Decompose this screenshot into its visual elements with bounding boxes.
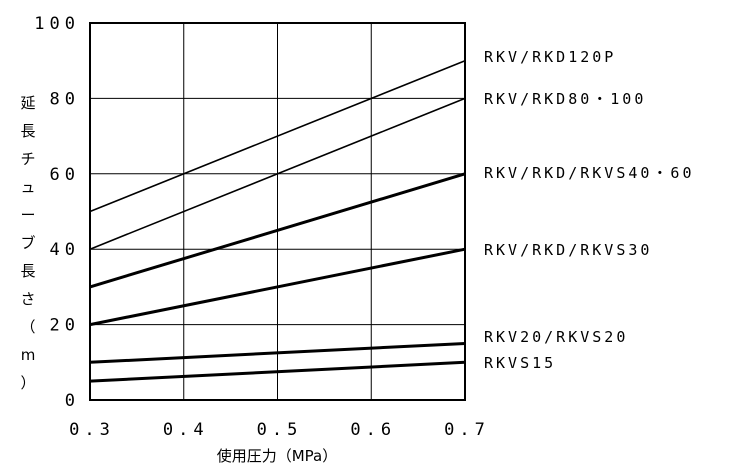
y-axis-label-char: m [21, 346, 36, 364]
plot-frame [89, 22, 466, 401]
series-labels: RKV/RKD120P RKV/RKD80・100 RKV/RKD/RKVS40・6… [484, 48, 695, 372]
x-tick-label: 0.6 [350, 420, 396, 440]
series-label: RKVS15 [484, 354, 556, 372]
y-axis-label-char: さ [20, 290, 35, 308]
y-axis-label-char: 長 [20, 262, 35, 280]
y-tick-label: 40 [50, 240, 80, 260]
y-axis-label-char: チ [20, 150, 35, 168]
y-axis-label-char: ュ [20, 178, 35, 196]
x-tick-label: 0.4 [163, 420, 209, 440]
series-line [89, 247, 466, 327]
y-axis-label-char: ー [20, 206, 35, 224]
x-tick-label: 0.5 [257, 420, 303, 440]
y-tick-label: 60 [50, 165, 80, 185]
y-tick-label: 0 [65, 391, 80, 411]
grid-lines [89, 22, 466, 401]
series-line [89, 341, 466, 364]
y-tick-label: 20 [50, 316, 80, 336]
series-line [89, 97, 466, 250]
series-label: RKV/RKD/RKVS40・60 [484, 164, 695, 182]
y-tick-labels: 0 20 40 60 80 100 [34, 14, 80, 411]
series-line [89, 360, 466, 383]
y-tick-label: 100 [34, 14, 80, 34]
y-axis-label-char: ブ [20, 234, 35, 252]
series-label: RKV20/RKVS20 [484, 328, 628, 346]
series-label: RKV/RKD80・100 [484, 90, 646, 108]
series-line [89, 59, 466, 213]
series-label: RKV/RKD/RKVS30 [484, 241, 652, 259]
x-axis-label: 使用圧力（MPa） [217, 447, 338, 465]
y-axis-label-char: 長 [20, 122, 35, 140]
x-tick-label: 0.3 [69, 420, 115, 440]
y-tick-label: 80 [50, 89, 80, 109]
series-label: RKV/RKD120P [484, 48, 616, 66]
x-tick-label: 0.7 [444, 420, 490, 440]
x-tick-labels: 0.3 0.4 0.5 0.6 0.7 [69, 420, 490, 440]
series-lines [89, 59, 466, 383]
y-axis-label-char: （ [20, 318, 35, 336]
series-line [89, 172, 466, 289]
y-axis-label-char: ） [20, 374, 35, 392]
y-axis-label-char: 延 [20, 94, 35, 112]
